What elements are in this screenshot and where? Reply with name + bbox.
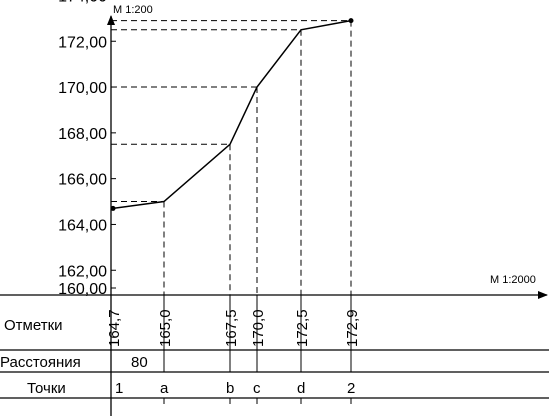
point-name: 2 xyxy=(347,380,355,397)
y-tick-label: 162,00 xyxy=(58,263,107,280)
row-header-points: Точки xyxy=(27,380,66,397)
point-name: c xyxy=(253,380,261,397)
point-name: a xyxy=(160,380,169,397)
point-name: b xyxy=(226,380,234,397)
elevation-label: 164,7 xyxy=(106,309,123,347)
elevation-label: 172,9 xyxy=(344,309,361,347)
y-tick-label: 170,00 xyxy=(58,80,107,97)
point-labels: 164,7 1 165,0 a 167,5 b 170,0 c 172,5 d 172,9 2 xyxy=(106,309,361,397)
guide-lines xyxy=(111,20,352,404)
y-tick-label: 164,00 xyxy=(58,217,107,234)
y-tick-label: 160,00 xyxy=(58,281,107,298)
elevation-label: 167,5 xyxy=(223,309,240,347)
y-tick-label: 172,00 xyxy=(58,34,107,51)
horizontal-scale-label: М 1:2000 xyxy=(490,274,536,286)
endpoint-marker xyxy=(348,18,354,24)
y-tick-label: 174,00 xyxy=(58,0,107,5)
row-header-elevations: Отметки xyxy=(4,317,63,334)
distance-value: 80 xyxy=(131,354,148,371)
vertical-scale-label: М 1:200 xyxy=(113,4,153,16)
endpoint-marker xyxy=(110,205,116,211)
point-name: d xyxy=(297,380,305,397)
elevation-label: 165,0 xyxy=(157,309,174,347)
elevation-label: 170,0 xyxy=(250,309,267,347)
elevation-label: 172,5 xyxy=(294,309,311,347)
row-header-distances: Расстояния xyxy=(0,354,81,371)
y-tick-label: 168,00 xyxy=(58,126,107,143)
profile-line xyxy=(112,19,352,210)
profile-series xyxy=(110,18,354,211)
point-name: 1 xyxy=(115,380,123,397)
y-tick-label: 166,00 xyxy=(58,172,107,189)
